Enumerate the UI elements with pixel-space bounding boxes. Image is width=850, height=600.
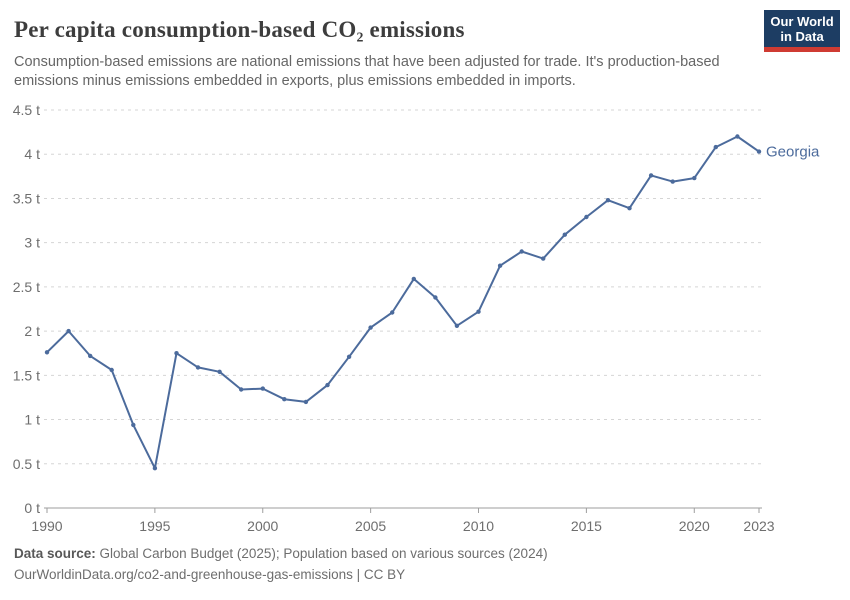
- data-point: [605, 198, 611, 203]
- data-point: [476, 309, 481, 314]
- emissions-line: [46, 135, 760, 470]
- data-point: [692, 175, 697, 181]
- data-point: [282, 397, 287, 402]
- x-tick-label: 1995: [139, 518, 170, 534]
- data-point: [562, 232, 567, 237]
- x-tick-label: 2005: [355, 518, 386, 534]
- license-line: OurWorldinData.org/co2-and-greenhouse-ga…: [14, 567, 406, 582]
- y-tick-label: 1.5 t: [13, 367, 40, 383]
- chart-subtitle: Consumption-based emissions are national…: [14, 54, 720, 89]
- y-tick-label: 3.5 t: [13, 190, 40, 206]
- data-point: [411, 276, 416, 282]
- data-point: [454, 323, 460, 328]
- series-end-label: Georgia: [766, 144, 820, 161]
- y-tick-label: 0 t: [24, 500, 40, 516]
- data-point: [325, 382, 330, 388]
- data-point: [648, 173, 654, 178]
- owid-logo-line1: Our World: [770, 14, 834, 29]
- data-point: [217, 369, 222, 374]
- y-tick-label: 4 t: [24, 146, 40, 162]
- data-point: [584, 214, 589, 220]
- x-tick-label: 2000: [247, 518, 278, 534]
- data-point: [174, 351, 179, 356]
- data-point: [670, 179, 675, 184]
- y-tick-label: 4.5 t: [13, 102, 40, 118]
- data-point: [195, 365, 201, 370]
- data-point: [66, 328, 71, 334]
- x-tick-label: 2010: [463, 518, 494, 534]
- owid-logo-line2: in Data: [780, 29, 824, 44]
- data-point: [131, 422, 136, 428]
- data-point: [368, 325, 373, 330]
- data-point: [627, 206, 632, 211]
- y-tick-label: 2 t: [24, 323, 40, 339]
- data-point: [497, 263, 503, 268]
- data-point: [541, 256, 546, 261]
- data-point: [44, 350, 50, 355]
- y-tick-label: 1 t: [24, 412, 40, 428]
- page-title: Per capita consumption-based CO₂ emissio…: [14, 17, 465, 42]
- data-point: [346, 354, 352, 359]
- y-tick-label: 0.5 t: [13, 456, 40, 472]
- x-tick-label: 2023: [743, 518, 774, 534]
- line-chart: 0 t 0.5 t 1 t 1.5 t 2 t 2.5 t 3 t 3.5 t 4 t 4.5 t…: [13, 102, 820, 534]
- data-point: [260, 386, 265, 391]
- x-tick-label: 2020: [679, 518, 710, 534]
- y-tick-label: 2.5 t: [13, 279, 40, 295]
- data-point: [88, 353, 93, 359]
- data-point: [390, 310, 395, 315]
- x-tick-label: 2015: [571, 518, 602, 534]
- data-source-label: Data source:: [14, 546, 96, 561]
- data-source-line: Data source: Global Carbon Budget (2025)…: [14, 546, 548, 561]
- data-point: [433, 295, 438, 300]
- data-point: [152, 466, 158, 471]
- owid-logo: Our World in Data: [764, 10, 840, 52]
- x-tick-label: 1990: [31, 518, 62, 534]
- data-point: [735, 134, 740, 139]
- data-source-text: Global Carbon Budget (2025); Population …: [99, 546, 548, 561]
- y-tick-label: 3 t: [24, 235, 40, 251]
- data-point: [239, 387, 244, 392]
- data-point: [519, 249, 524, 254]
- data-point: [303, 399, 309, 405]
- data-point: [109, 367, 114, 373]
- data-point: [756, 149, 762, 154]
- data-point: [713, 144, 718, 150]
